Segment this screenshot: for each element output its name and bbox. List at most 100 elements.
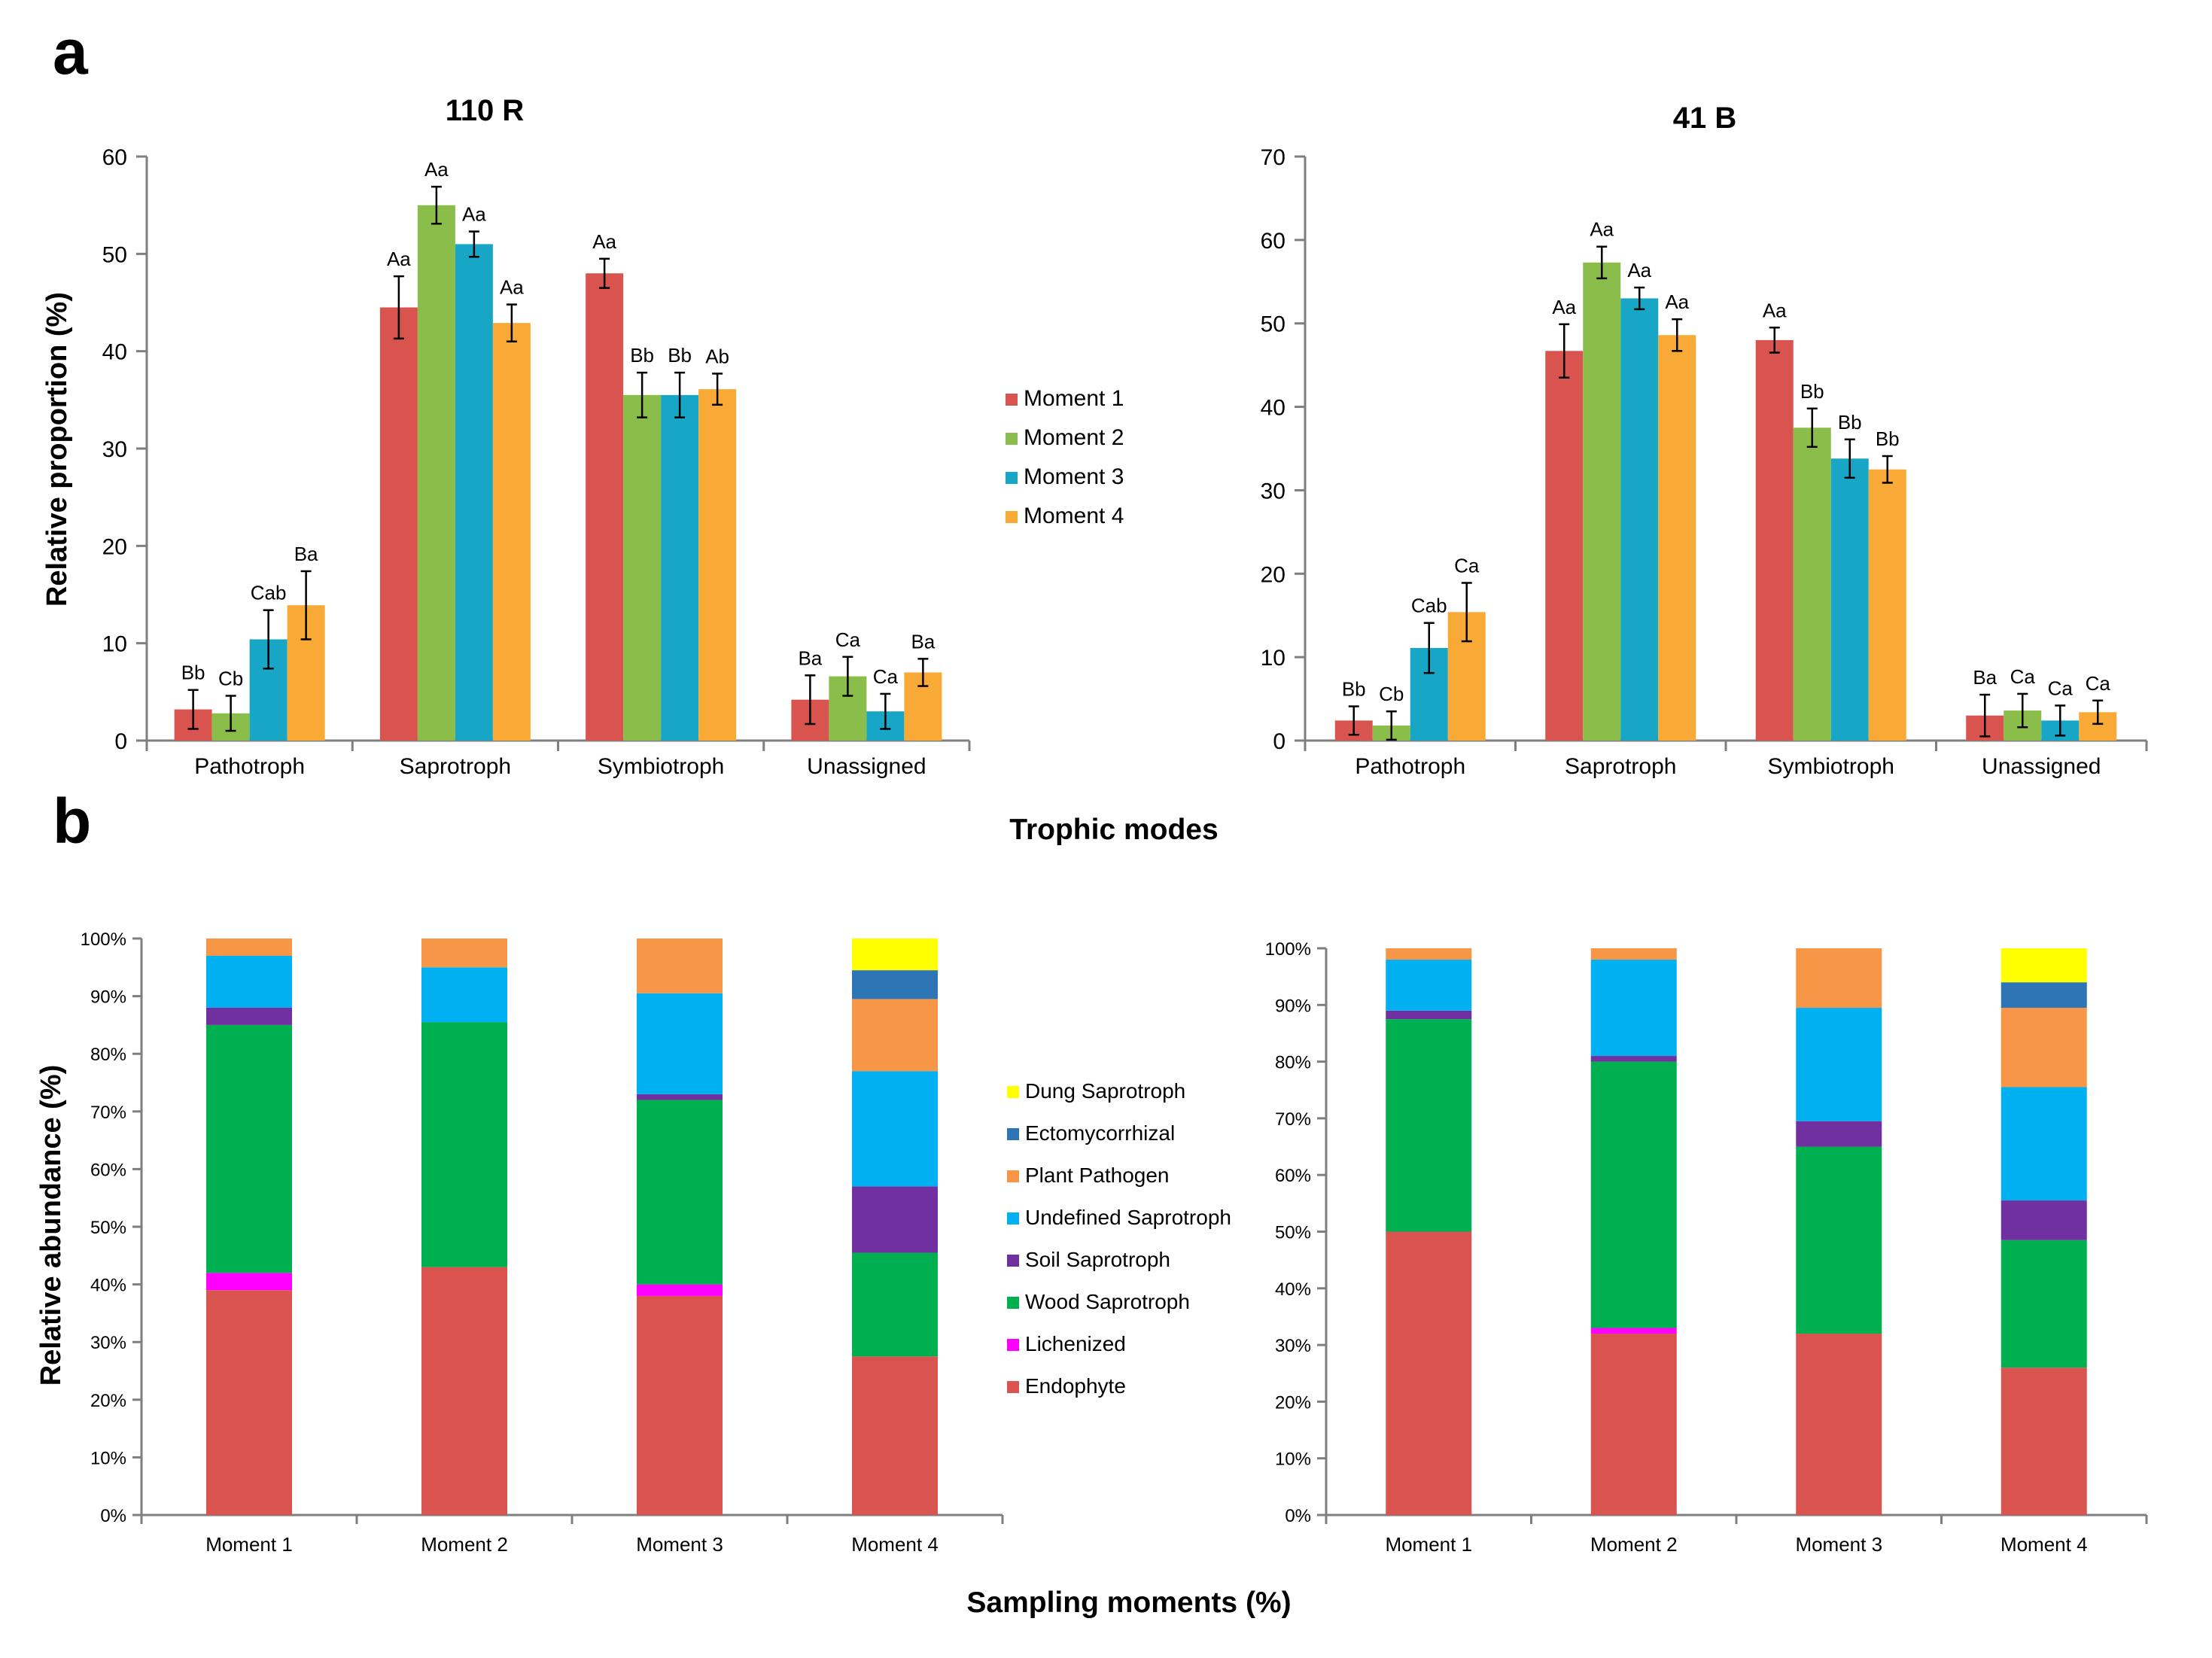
data-label: Bb	[181, 662, 205, 684]
stack-segment	[1386, 1019, 1472, 1232]
stack-segment	[852, 1186, 938, 1253]
data-label: Aa	[424, 158, 449, 181]
legend-label: Endophyte	[1025, 1374, 1126, 1398]
stack-segment	[206, 1007, 292, 1025]
y-tick-label: 20%	[90, 1391, 126, 1411]
bar	[379, 307, 418, 741]
y-tick-label: 0	[114, 729, 127, 754]
x-tick-label: Moment 1	[1385, 1533, 1472, 1556]
xlabel-a: Trophic modes	[1009, 814, 1218, 846]
y-tick-label: 90%	[90, 987, 126, 1008]
stack-segment	[637, 1295, 723, 1515]
y-tick-label: 30%	[1275, 1336, 1311, 1356]
legend-swatch	[1007, 1339, 1019, 1351]
stack-segment	[2001, 1240, 2087, 1368]
stack-segment	[206, 955, 292, 1008]
bar	[1583, 262, 1621, 741]
stack-segment	[206, 1273, 292, 1291]
stack-segment	[1796, 1008, 1882, 1121]
y-tick-label: 60	[102, 145, 127, 170]
y-tick-label: 10%	[90, 1448, 126, 1468]
y-tick-label: 50%	[90, 1218, 126, 1238]
stack-segment	[1796, 1121, 1882, 1147]
bar	[623, 394, 662, 741]
data-label: Aa	[1590, 218, 1614, 241]
y-tick-label: 0	[1273, 729, 1286, 754]
legend-swatch	[1007, 1381, 1019, 1393]
stack-segment	[1386, 1010, 1472, 1020]
data-label: Aa	[1763, 299, 1787, 321]
data-label: Ca	[835, 628, 861, 651]
x-tick-label: Symbiotroph	[598, 754, 724, 779]
stack-segment	[2001, 1008, 2087, 1088]
chart-0: 110 R 0 10 20 30 40 50 60 Pathotroph Bb Cb Cab Ba Sap…	[102, 94, 971, 779]
data-label: Aa	[462, 203, 486, 226]
xlabel-b: Sampling moments (%)	[966, 1587, 1291, 1619]
y-tick-label: 40%	[90, 1276, 126, 1296]
legend-label: Soil Saprotroph	[1025, 1248, 1170, 1271]
bar	[1755, 339, 1794, 741]
legend-label: Ectomycorrhizal	[1025, 1121, 1175, 1145]
y-tick-label: 20	[1261, 562, 1286, 587]
panel-label-b: b	[53, 786, 91, 856]
y-tick-label: 70%	[1275, 1109, 1311, 1130]
stack-segment	[1796, 1334, 1882, 1515]
data-label: Bb	[1876, 427, 1900, 450]
y-tick-label: 0%	[100, 1506, 126, 1526]
y-tick-label: 40%	[1275, 1279, 1311, 1300]
stack-segment	[1590, 1061, 1677, 1328]
stack-segment	[1796, 948, 1882, 1008]
stack-segment	[1796, 1146, 1882, 1334]
x-tick-label: Unassigned	[1982, 754, 2101, 779]
data-label: Ba	[1973, 666, 1997, 689]
stack-segment	[206, 1290, 292, 1515]
y-tick-label: 60%	[90, 1160, 126, 1180]
bar	[1658, 335, 1696, 741]
y-tick-label: 80%	[1275, 1053, 1311, 1073]
stack-segment	[1386, 960, 1472, 1011]
stack-segment	[852, 939, 938, 971]
data-label: Bb	[1838, 411, 1862, 434]
ylabel-b: Relative abundance (%)	[35, 1065, 67, 1386]
y-tick-label: 10	[102, 632, 127, 657]
y-tick-label: 40	[1261, 396, 1286, 421]
legend-label: Moment 4	[1024, 503, 1124, 528]
stack-segment	[1386, 948, 1472, 960]
data-label: Bb	[630, 344, 654, 367]
bar	[455, 244, 493, 741]
legend-label: Moment 1	[1024, 386, 1124, 411]
bar	[492, 323, 531, 741]
bar	[1868, 469, 1906, 741]
data-label: Ca	[1454, 554, 1480, 576]
x-tick-label: Moment 2	[421, 1533, 508, 1556]
legend-label: Moment 2	[1024, 425, 1124, 450]
panel-label-a: a	[53, 17, 89, 87]
y-tick-label: 80%	[90, 1045, 126, 1065]
stack-segment	[1590, 948, 1677, 960]
stack-segment	[1386, 1231, 1472, 1515]
data-label: Cb	[218, 668, 243, 690]
chart-title: 41 B	[1673, 102, 1737, 135]
data-label: Ca	[2086, 672, 2111, 695]
ylabel-a: Relative proportion (%)	[41, 292, 73, 607]
data-label: Bb	[1800, 380, 1824, 403]
y-tick-label: 20%	[1275, 1392, 1311, 1413]
stack-segment	[421, 1267, 507, 1515]
stack-segment	[421, 967, 507, 1023]
data-label: Ba	[798, 646, 822, 669]
data-label: Bb	[668, 344, 692, 367]
y-tick-label: 50	[102, 242, 127, 267]
legend-swatch	[1006, 433, 1018, 445]
chart-2: 0% 10% 20% 30% 40% 50% 60% 70% 80% 90% 100% Moment …	[81, 929, 1004, 1556]
bar	[698, 389, 737, 741]
y-tick-label: 30	[1261, 479, 1286, 503]
stack-segment	[637, 939, 723, 993]
data-label: Cab	[251, 582, 287, 604]
stack-segment	[1590, 960, 1677, 1057]
legend-label: Dung Saprotroph	[1025, 1079, 1185, 1103]
x-tick-label: Saprotroph	[1565, 754, 1676, 779]
legend-swatch	[1006, 511, 1018, 523]
y-tick-label: 10%	[1275, 1450, 1311, 1470]
y-tick-label: 100%	[81, 929, 126, 950]
